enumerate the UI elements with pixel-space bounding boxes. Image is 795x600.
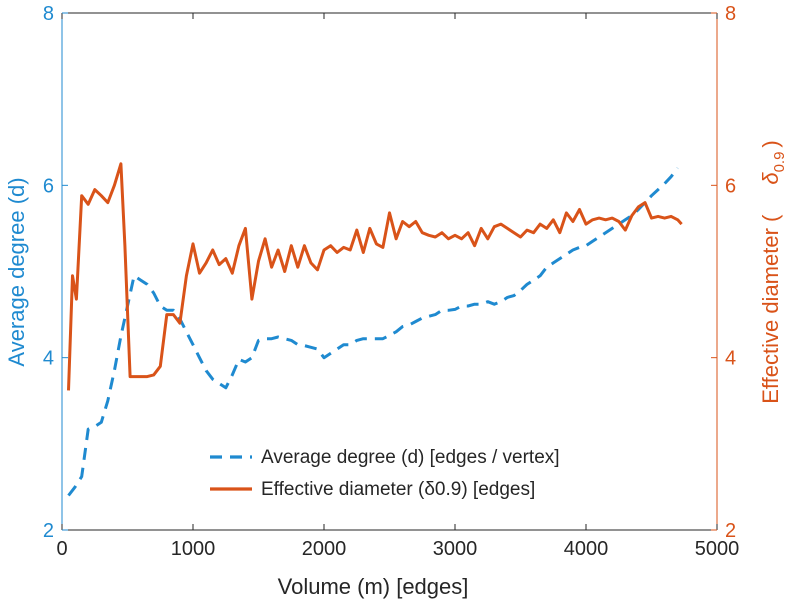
left-y-tick-label: 8	[43, 3, 54, 25]
series-line-effective-diameter	[67, 162, 683, 391]
series-line-average-degree	[67, 167, 679, 497]
right-y-axis-title: Effective diameter ( δ0.9)	[758, 140, 788, 404]
right-y-tick-label: 2	[725, 520, 736, 542]
right-y-axis-title-prefix: Effective diameter (	[758, 214, 783, 404]
x-tick-label: 4000	[564, 538, 609, 560]
legend-label-average-degree: Average degree (d) [edges / vertex]	[261, 447, 560, 468]
x-tick-label: 2000	[302, 538, 347, 560]
left-y-tick-label: 2	[43, 520, 54, 542]
legend: Average degree (d) [edges / vertex] Effe…	[210, 447, 560, 500]
left-y-tick-label: 4	[43, 348, 54, 370]
right-y-tick-label: 8	[725, 3, 736, 25]
x-tick-label: 1000	[171, 538, 216, 560]
right-y-axis-title-subscript: 0.9	[771, 152, 788, 173]
x-tick-label: 5000	[695, 538, 740, 560]
right-y-tick-label: 6	[725, 175, 736, 197]
left-y-tick-label: 6	[43, 175, 54, 197]
plot-area	[67, 162, 683, 497]
left-y-axis-title: Average degree (d)	[4, 177, 29, 366]
legend-label-effective-diameter: Effective diameter (δ0.9) [edges]	[261, 479, 535, 500]
x-tick-label: 3000	[433, 538, 478, 560]
x-axis-title: Volume (m) [edges]	[278, 574, 469, 599]
right-y-axis-title-suffix: )	[758, 140, 783, 147]
right-y-axis-title-symbol: δ	[758, 172, 783, 185]
right-y-tick-label: 4	[725, 348, 736, 370]
x-tick-label: 0	[56, 538, 67, 560]
